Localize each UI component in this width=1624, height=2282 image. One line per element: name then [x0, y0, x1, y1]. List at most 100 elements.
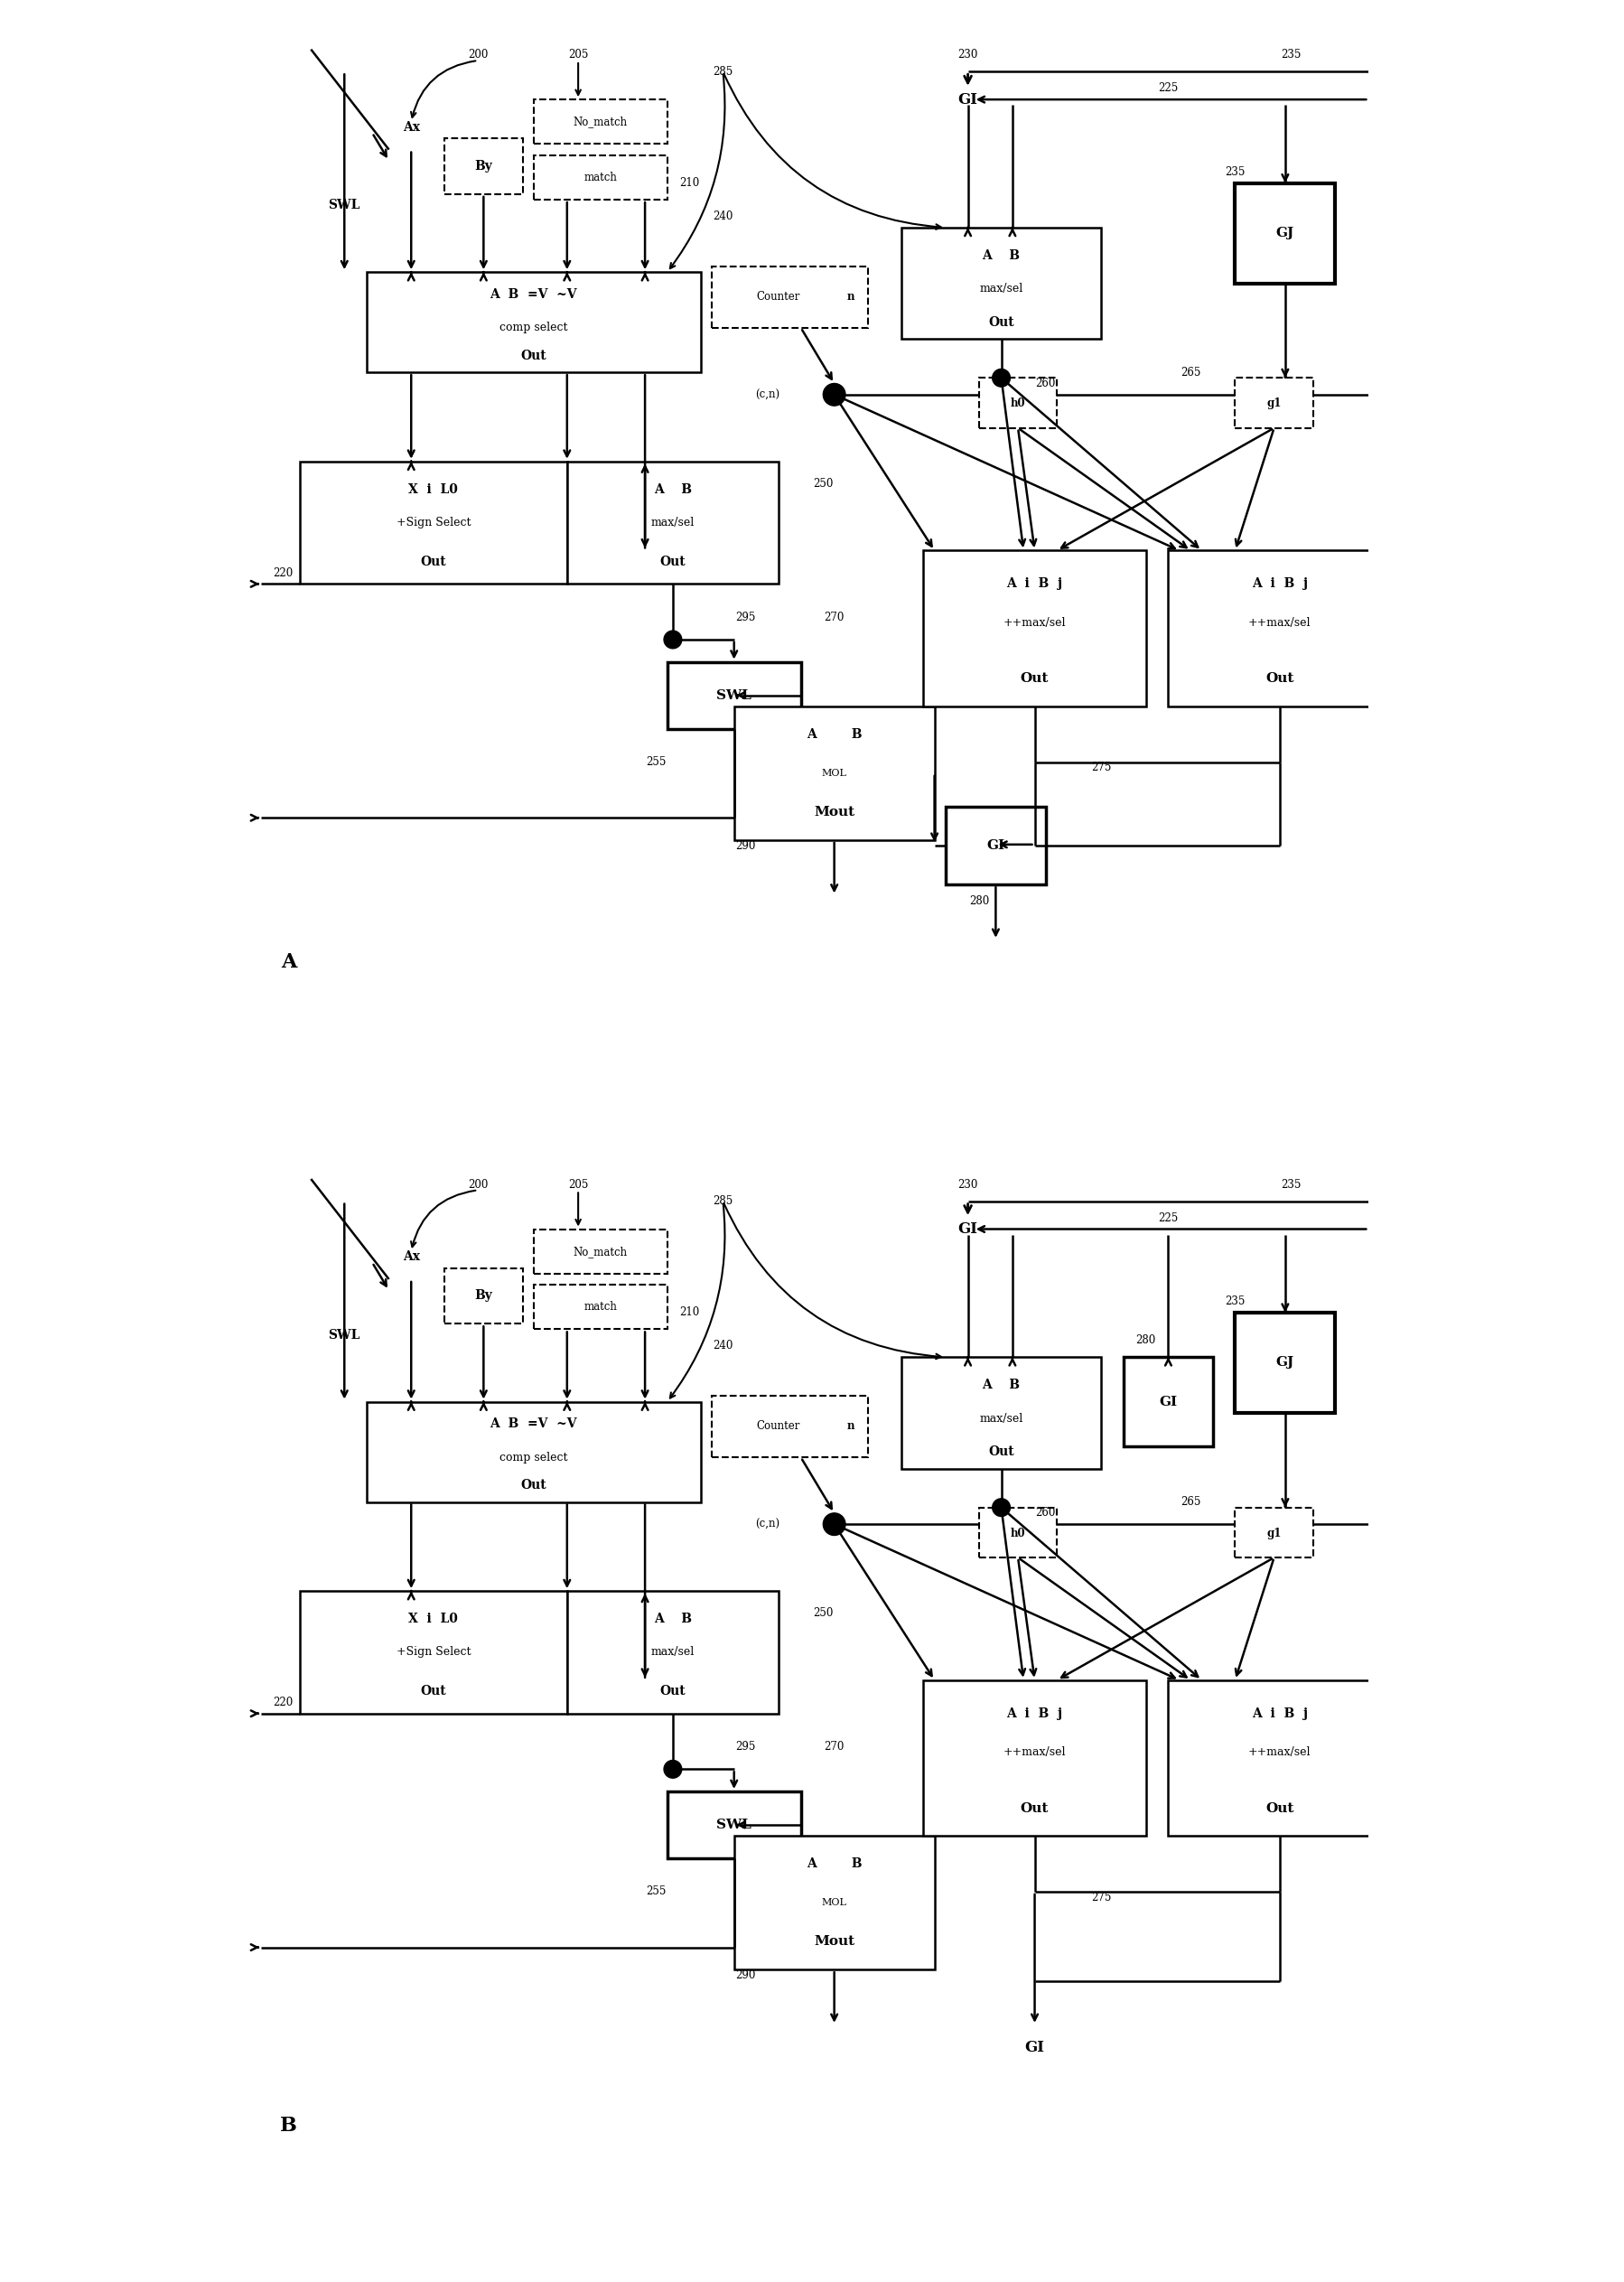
Text: X  i  L0: X i L0	[409, 1613, 458, 1625]
Bar	[567, 1591, 778, 1714]
Text: 220: 220	[273, 1696, 294, 1709]
Text: n: n	[848, 290, 854, 304]
Text: 210: 210	[679, 1308, 700, 1319]
Text: h0: h0	[1010, 1527, 1025, 1538]
Text: GI: GI	[958, 1221, 978, 1237]
Text: Out: Out	[521, 1479, 547, 1492]
Bar	[945, 806, 1046, 885]
Text: GI: GI	[987, 840, 1005, 851]
Bar	[1236, 1508, 1314, 1559]
Text: 200: 200	[468, 1180, 489, 1191]
Text: SWL: SWL	[716, 689, 752, 701]
Text: 250: 250	[814, 477, 833, 491]
Text: (c,n): (c,n)	[755, 1518, 780, 1529]
Text: 225: 225	[1158, 82, 1179, 94]
Text: A    B: A B	[983, 1378, 1020, 1392]
Bar	[979, 1508, 1057, 1559]
Text: ++max/sel: ++max/sel	[1249, 616, 1311, 630]
Text: 275: 275	[1091, 1892, 1111, 1903]
Text: X  i  L0: X i L0	[409, 484, 458, 495]
Text: ++max/sel: ++max/sel	[1004, 1746, 1065, 1759]
Text: Mout: Mout	[814, 1935, 854, 1949]
Bar	[924, 550, 1147, 707]
Bar	[1236, 379, 1314, 429]
Bar	[901, 228, 1101, 340]
Text: 250: 250	[814, 1607, 833, 1620]
Text: ++max/sel: ++max/sel	[1249, 1746, 1311, 1759]
Text: Out: Out	[1020, 673, 1049, 685]
Text: max/sel: max/sel	[979, 1413, 1023, 1424]
Circle shape	[664, 630, 682, 648]
Text: +Sign Select: +Sign Select	[396, 1645, 471, 1659]
Text: 235: 235	[1281, 50, 1301, 62]
Text: Out: Out	[1265, 1803, 1294, 1814]
Bar	[924, 1680, 1147, 1837]
Text: Mout: Mout	[814, 806, 854, 819]
Bar	[1168, 550, 1392, 707]
Bar	[534, 100, 667, 144]
Bar	[567, 461, 778, 584]
Bar	[1236, 1312, 1335, 1413]
Text: 230: 230	[958, 1180, 978, 1191]
Bar	[445, 1269, 523, 1324]
Text: max/sel: max/sel	[651, 1645, 695, 1659]
Text: match: match	[583, 1301, 617, 1312]
Bar	[1236, 183, 1335, 283]
Text: (c,n): (c,n)	[755, 388, 780, 399]
Text: SWL: SWL	[716, 1819, 752, 1830]
Text: g1: g1	[1267, 397, 1281, 408]
Text: 285: 285	[713, 1196, 732, 1207]
Bar	[667, 662, 801, 728]
Text: 235: 235	[1281, 1180, 1301, 1191]
Text: n: n	[848, 1419, 854, 1433]
Text: GJ: GJ	[1276, 226, 1294, 240]
Text: 240: 240	[713, 1340, 732, 1351]
Text: 200: 200	[468, 50, 489, 62]
Text: A: A	[281, 952, 297, 972]
Text: 295: 295	[736, 1741, 755, 1753]
Text: 225: 225	[1158, 1212, 1179, 1223]
Text: Out: Out	[989, 315, 1015, 329]
Text: 255: 255	[646, 755, 666, 769]
Text: A    B: A B	[983, 249, 1020, 262]
Text: 255: 255	[646, 1885, 666, 1899]
Text: A        B: A B	[807, 1858, 862, 1871]
Text: Out: Out	[1265, 673, 1294, 685]
Text: 280: 280	[1135, 1335, 1156, 1346]
Text: match: match	[583, 171, 617, 183]
Text: 270: 270	[823, 612, 844, 623]
Text: A  i  B  j: A i B j	[1252, 1707, 1307, 1721]
Text: comp select: comp select	[500, 1451, 568, 1463]
Text: By: By	[474, 1289, 492, 1303]
Text: h0: h0	[1010, 397, 1025, 408]
Text: ++max/sel: ++max/sel	[1004, 616, 1065, 630]
Text: 285: 285	[713, 66, 732, 78]
Bar	[534, 1230, 667, 1273]
Text: 205: 205	[568, 50, 588, 62]
Text: Out: Out	[421, 1684, 447, 1698]
Bar	[734, 707, 934, 840]
Text: 205: 205	[568, 1180, 588, 1191]
Text: Out: Out	[421, 555, 447, 568]
Text: 260: 260	[1036, 1506, 1056, 1520]
Text: comp select: comp select	[500, 322, 568, 333]
Text: MOL: MOL	[822, 1899, 846, 1908]
Text: A  B  =V  ~V: A B =V ~V	[490, 288, 577, 301]
Text: 270: 270	[823, 1741, 844, 1753]
Text: SWL: SWL	[328, 199, 361, 212]
Text: No_match: No_match	[573, 1246, 627, 1257]
Text: 210: 210	[679, 178, 700, 189]
Text: 220: 220	[273, 566, 294, 580]
Text: 275: 275	[1091, 762, 1111, 774]
Text: GJ: GJ	[1276, 1356, 1294, 1369]
Text: Out: Out	[989, 1445, 1015, 1458]
Text: Out: Out	[1020, 1803, 1049, 1814]
Text: 240: 240	[713, 210, 732, 221]
Text: 295: 295	[736, 612, 755, 623]
Text: 235: 235	[1224, 1296, 1246, 1308]
Bar	[979, 379, 1057, 429]
Text: 235: 235	[1224, 167, 1246, 178]
Circle shape	[992, 1499, 1010, 1518]
Text: 290: 290	[736, 840, 755, 851]
Bar	[534, 155, 667, 201]
